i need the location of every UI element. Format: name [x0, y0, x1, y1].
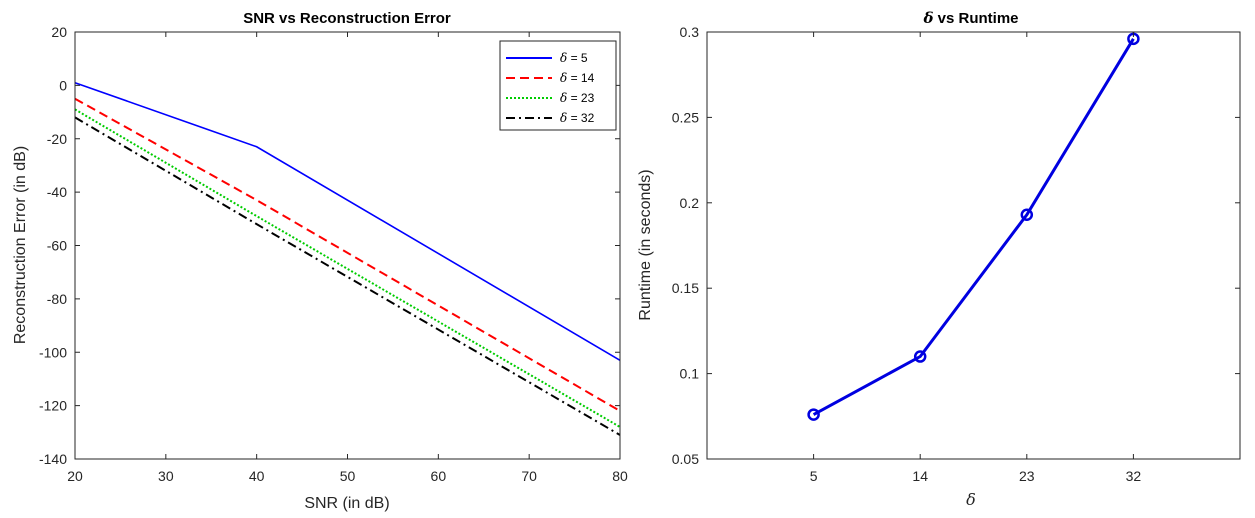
runtime-chart-y-ticks: 0.05 0.1 0.15 0.2 0.25 0.3	[672, 24, 1240, 467]
y-tick-label: -120	[39, 398, 67, 414]
x-tick-label: 30	[158, 468, 174, 484]
runtime-chart-title-text: vs Runtime	[933, 10, 1018, 27]
y-tick-label: 0.25	[672, 109, 699, 125]
y-tick-label: -100	[39, 344, 67, 360]
y-tick-label: -60	[47, 238, 67, 254]
runtime-chart: δ vs Runtime 5 14 23 32 0.050.10.150.20.250…	[637, 9, 1241, 509]
legend-label: δ = 23	[560, 91, 595, 105]
runtime-chart-x-label: δ	[966, 490, 976, 509]
y-tick-label: -40	[47, 184, 67, 200]
x-tick-label: 32	[1126, 468, 1142, 484]
runtime-point	[913, 350, 927, 363]
runtime-chart-title: δ vs Runtime	[922, 9, 1018, 27]
y-tick-label: 0.3	[680, 24, 700, 40]
error-chart-legend: δ = 5δ = 14δ = 23δ = 32	[499, 40, 617, 131]
legend-symbol: δ	[560, 51, 567, 65]
y-tick-label: 0	[59, 77, 67, 93]
series-line	[74, 97, 621, 412]
x-tick-label: 60	[431, 468, 447, 484]
x-tick-label: 50	[340, 468, 356, 484]
legend-label: δ = 14	[560, 71, 595, 85]
x-tick-label: 70	[521, 468, 537, 484]
runtime-point	[807, 408, 820, 421]
legend-symbol: δ	[560, 91, 567, 105]
legend-text: = 14	[567, 71, 594, 85]
runtime-chart-axes-box	[706, 31, 1241, 460]
error-chart: SNR vs Reconstruction Error 20 30 40 50 60 70…	[12, 10, 628, 512]
y-tick-label: 0.15	[672, 280, 699, 296]
error-chart-y-ticks: -140 -120 -100 -80 -60 -40 -20 0 20	[39, 24, 620, 467]
error-chart-title: SNR vs Reconstruction Error	[243, 10, 451, 27]
error-chart-x-label: SNR (in dB)	[304, 495, 389, 512]
x-tick-label: 23	[1019, 468, 1035, 484]
error-chart-x-ticks: 20 30 40 50 60 70 80	[67, 32, 628, 484]
legend-symbol: δ	[560, 111, 567, 125]
y-tick-label: -140	[39, 451, 67, 467]
y-tick-label: 0.2	[680, 195, 700, 211]
y-tick-label: 0.1	[680, 366, 700, 382]
runtime-chart-x-ticks: 5 14 23 32	[810, 32, 1142, 484]
error-chart-series	[74, 81, 621, 436]
legend-box	[499, 40, 617, 131]
legend-label: δ = 5	[560, 51, 588, 65]
error-chart-y-label: Reconstruction Error (in dB)	[12, 146, 29, 344]
series-line	[74, 81, 621, 361]
y-tick-label: 20	[51, 24, 67, 40]
x-tick-label: 20	[67, 468, 83, 484]
runtime-chart-title-symbol: δ	[922, 9, 933, 27]
runtime-chart-series	[807, 32, 1140, 421]
legend-text: = 23	[567, 91, 594, 105]
y-tick-label: -20	[47, 131, 67, 147]
runtime-point	[1020, 208, 1034, 222]
x-tick-label: 40	[249, 468, 265, 484]
runtime-chart-y-label: Runtime (in seconds)	[637, 169, 654, 320]
y-tick-label: 0.05	[672, 451, 699, 467]
x-tick-label: 80	[612, 468, 628, 484]
legend-text: = 5	[567, 51, 588, 65]
legend-symbol: δ	[560, 71, 567, 85]
y-tick-label: -80	[47, 291, 67, 307]
x-tick-label: 14	[912, 468, 928, 484]
legend-text: = 32	[567, 111, 594, 125]
x-tick-label: 5	[810, 468, 818, 484]
series-line	[74, 116, 621, 436]
series-line	[74, 108, 621, 428]
runtime-line	[812, 38, 1135, 416]
legend-label: δ = 32	[560, 111, 595, 125]
